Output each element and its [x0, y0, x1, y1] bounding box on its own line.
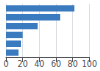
svg-text:40: 40 [34, 60, 44, 69]
svg-text:100: 100 [82, 60, 97, 69]
svg-text:0: 0 [3, 60, 8, 69]
svg-text:60: 60 [51, 60, 61, 69]
svg-text:20: 20 [18, 60, 28, 69]
svg-text:80: 80 [68, 60, 78, 69]
